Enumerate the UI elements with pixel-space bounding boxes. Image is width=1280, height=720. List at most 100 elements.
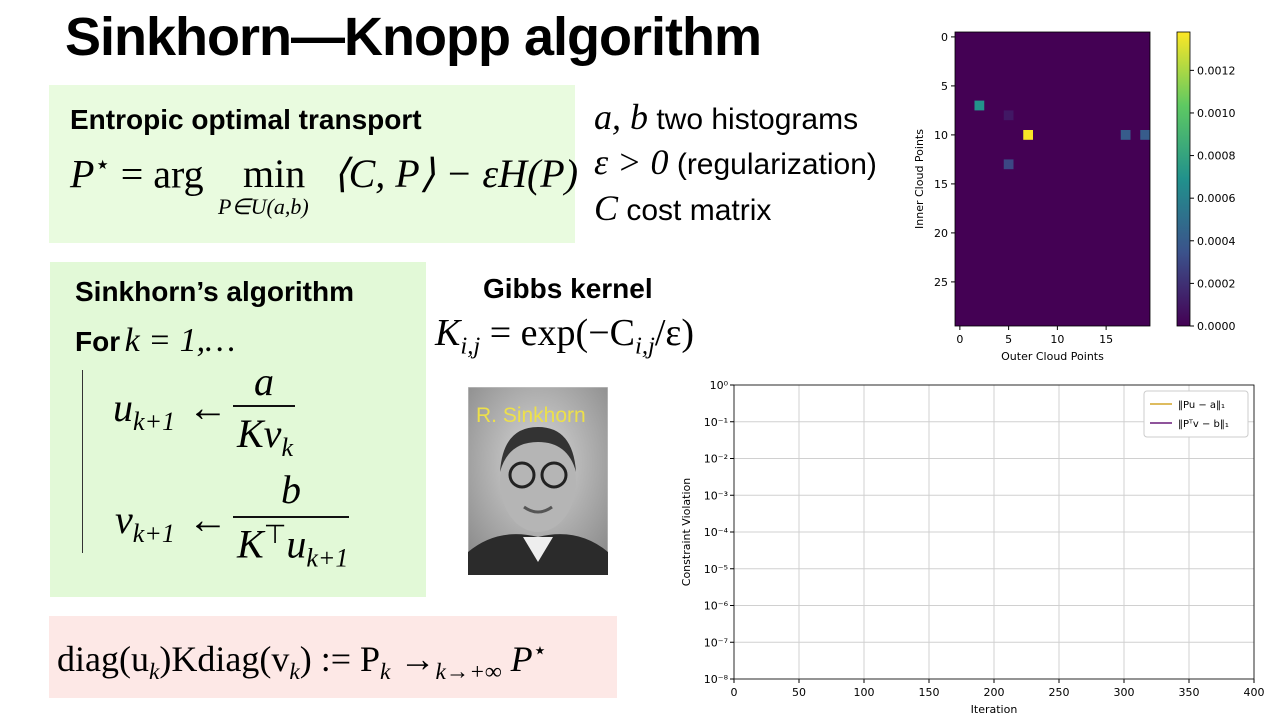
math: ⋆ xyxy=(532,638,548,664)
math: K xyxy=(237,521,264,567)
note: C cost matrix xyxy=(594,187,771,229)
y-tick-label: 20 xyxy=(934,227,948,240)
fraction-bar xyxy=(233,405,295,407)
x-tick-label: 10 xyxy=(1050,333,1064,346)
x-axis-label: Iteration xyxy=(971,703,1018,716)
fraction-bar xyxy=(233,516,349,518)
panel xyxy=(49,85,575,243)
math: C xyxy=(594,188,619,228)
colorbar-tick-label: 0.0010 xyxy=(1197,107,1236,120)
bracket xyxy=(82,370,83,553)
colorbar-tick-label: 0.0000 xyxy=(1197,320,1236,333)
text: (regularization) xyxy=(676,148,877,181)
formula: vk+1 xyxy=(115,496,175,549)
math: ε > 0 xyxy=(594,142,669,182)
math: /ε) xyxy=(654,312,695,354)
math: v xyxy=(115,497,133,542)
colorbar-tick-label: 0.0002 xyxy=(1197,277,1236,290)
cell xyxy=(1003,159,1014,170)
cell xyxy=(974,100,985,111)
math: ⋆ xyxy=(94,150,111,179)
colorbar xyxy=(1176,31,1191,327)
math: k→+∞ xyxy=(435,659,502,686)
formula: P∈U(a,b) xyxy=(218,194,309,219)
y-tick-label: 10⁻⁴ xyxy=(704,526,729,539)
formula: K⊤uk+1 xyxy=(237,520,348,573)
formula: ⟨C, P⟩ − εH(P) xyxy=(333,151,579,196)
cell xyxy=(1023,130,1033,140)
formula: ← xyxy=(188,497,228,542)
x-tick-label: 100 xyxy=(854,686,875,699)
math: k = 1,… xyxy=(124,322,236,359)
colorbar-tick-label: 0.0006 xyxy=(1197,192,1236,205)
cell xyxy=(1003,110,1014,121)
x-tick-label: 0 xyxy=(956,333,963,346)
formula: ← xyxy=(188,385,228,430)
x-tick-label: 150 xyxy=(919,686,940,699)
heading: Gibbs kernel xyxy=(483,273,653,304)
math: u xyxy=(286,521,307,567)
title: Sinkhorn—Knopp algorithm xyxy=(65,7,762,67)
heading: Sinkhorn’s algorithm xyxy=(75,276,354,307)
cell xyxy=(1120,130,1131,140)
colorbar-tick-label: 0.0008 xyxy=(1197,150,1236,163)
x-tick-label: 350 xyxy=(1179,686,1200,699)
formula: a xyxy=(254,359,274,404)
legend-label: ‖Pᵀv − b‖₁ xyxy=(1178,419,1229,430)
y-tick-label: 10⁰ xyxy=(710,379,729,392)
x-tick-label: 15 xyxy=(1099,333,1113,346)
y-tick-label: 25 xyxy=(934,276,948,289)
formula: uk+1 xyxy=(113,384,175,437)
text: cost matrix xyxy=(626,194,772,227)
math: ) := P xyxy=(299,639,381,679)
math: k xyxy=(380,659,391,686)
y-tick-label: 10⁻⁸ xyxy=(704,673,729,686)
y-tick-label: 15 xyxy=(934,178,948,191)
heading: Entropic optimal transport xyxy=(70,104,422,135)
formula: Ki,j = exp(−Ci,j/ε) xyxy=(435,311,694,361)
y-tick-label: 0 xyxy=(941,31,948,44)
x-tick-label: 0 xyxy=(731,686,738,699)
math: P xyxy=(70,151,95,197)
math: i,j xyxy=(460,332,481,360)
math: = exp(−C xyxy=(489,312,635,354)
y-tick-label: 10⁻² xyxy=(704,453,728,466)
x-tick-label: 250 xyxy=(1049,686,1070,699)
note: ε > 0 (regularization) xyxy=(594,141,877,183)
colorbar-tick-label: 0.0012 xyxy=(1197,64,1236,77)
math: K xyxy=(435,312,461,354)
axes-frame xyxy=(954,31,1151,327)
math: P xyxy=(510,639,533,679)
y-tick-label: 10⁻⁶ xyxy=(704,600,729,613)
formula: min xyxy=(243,151,306,196)
math: i,j xyxy=(634,332,655,360)
math: k xyxy=(148,659,160,686)
math: diag(u xyxy=(57,639,149,679)
x-tick-label: 50 xyxy=(792,686,806,699)
caption: R. Sinkhorn xyxy=(476,404,586,427)
math: a, b xyxy=(594,97,648,137)
math: k xyxy=(281,433,293,462)
y-tick-label: 10⁻⁷ xyxy=(704,636,728,649)
text: two histograms xyxy=(656,103,859,136)
x-tick-label: 5 xyxy=(1005,333,1012,346)
math: Kv xyxy=(237,411,282,456)
x-tick-label: 200 xyxy=(984,686,1005,699)
axes-frame xyxy=(733,384,1255,680)
y-tick-label: 5 xyxy=(941,80,948,93)
math: k+1 xyxy=(132,519,175,548)
formula: b xyxy=(281,467,301,512)
formula: Kvk xyxy=(237,410,293,463)
legend-box xyxy=(1143,390,1249,438)
text: For xyxy=(75,326,121,357)
formula: P⋆ = arg xyxy=(70,150,204,197)
math: u xyxy=(113,385,133,430)
note: a, b two histograms xyxy=(594,96,858,138)
portrait xyxy=(468,387,608,575)
y-tick-label: 10⁻¹ xyxy=(704,416,728,429)
y-axis-label: Constraint Violation xyxy=(680,478,693,586)
y-tick-label: 10 xyxy=(934,129,948,142)
x-tick-label: 300 xyxy=(1114,686,1135,699)
